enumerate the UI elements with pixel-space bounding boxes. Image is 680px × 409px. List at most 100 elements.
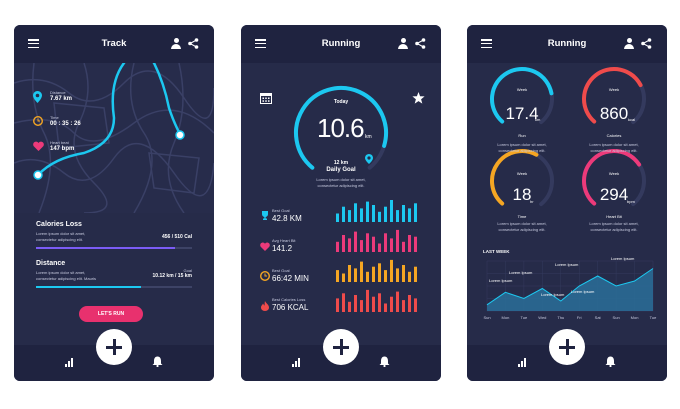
share-icon[interactable] [415, 38, 426, 49]
metric-bar [414, 236, 417, 252]
running-week-screen: Running Week 17.4 km Run Lorem ipsum dol… [467, 25, 667, 381]
metric-bar [390, 259, 393, 282]
clock-icon [260, 271, 270, 281]
flame-icon [261, 301, 269, 311]
gauge-top-label: Week [608, 87, 620, 92]
stat-label: Heart beat [50, 140, 69, 145]
metric-bar [408, 208, 411, 222]
metric-bar [336, 241, 339, 252]
running-screen: Running Today 10.6 km 12 km Daily Goal L… [241, 25, 441, 381]
metric-bar [348, 265, 351, 282]
map-streets [14, 51, 214, 214]
page-title: Running [547, 38, 587, 49]
metric-bar [396, 229, 399, 252]
trophy-icon [262, 211, 268, 220]
metric-bar [360, 261, 363, 282]
chart-line [486, 268, 654, 306]
distance-desc: consectetur adipiscing elit. Mauris [36, 276, 97, 281]
gauge-desc: Lorem ipsum dolor sit amet, [589, 142, 639, 147]
user-icon[interactable] [624, 38, 634, 49]
metric-value: 141.2 [272, 244, 293, 253]
menu-icon[interactable] [255, 39, 266, 49]
metric-bar [414, 203, 417, 222]
plus-icon[interactable] [549, 329, 585, 365]
bell-icon[interactable] [379, 356, 390, 367]
heart-icon [33, 141, 44, 151]
distance-value: 10.12 km / 15 km [152, 273, 192, 279]
gauge-desc: Lorem ipsum dolor sit amet, [497, 142, 547, 147]
metric-bar [378, 293, 381, 312]
route-map[interactable]: Distance 7.67 km Time 00 : 35 : 26 Heart… [14, 51, 214, 214]
gauge-calories-value: 860 [599, 104, 629, 123]
gauge-desc: Lorem ipsum dolor sit amet, [316, 177, 366, 182]
plus-icon[interactable] [323, 329, 359, 365]
stat-label: Distance [50, 90, 66, 95]
menu-icon[interactable] [28, 39, 39, 49]
week-gauges [490, 67, 646, 207]
chart-annotation: Lorem Ipsum [541, 292, 565, 297]
star-icon[interactable] [412, 92, 425, 104]
plus-icon[interactable] [96, 329, 132, 365]
menu-icon[interactable] [481, 39, 492, 49]
bell-icon[interactable] [152, 356, 163, 367]
x-tick-label: Sat [595, 315, 602, 320]
calendar-icon[interactable] [260, 92, 272, 104]
metric-bar [396, 291, 399, 312]
stat-label: Time [50, 115, 59, 120]
running-header: Running [467, 25, 667, 63]
clock-icon [33, 116, 43, 126]
gauge-goal: 12 km [333, 160, 349, 166]
gauge-arc [582, 67, 643, 124]
metric-bar [384, 206, 387, 222]
calories-title: Calories Loss [36, 221, 82, 228]
user-icon[interactable] [171, 38, 181, 49]
calories-desc: consectetur adipiscing elit. [36, 237, 83, 242]
bar-chart-icon[interactable] [292, 358, 301, 367]
route-line [37, 51, 182, 176]
x-tick-label: Wed [538, 315, 546, 320]
metric-bar [396, 210, 399, 222]
distance-progress [36, 286, 192, 288]
gauge-desc: consectetur adipiscing elit. [498, 227, 546, 232]
metric-bar [342, 273, 345, 282]
gauge-unit: km [365, 134, 372, 140]
pin-icon [365, 154, 373, 164]
calories-desc: Lorem ipsum dolor sit amet, [36, 231, 86, 236]
metric-bar [354, 268, 357, 282]
bar-chart-icon[interactable] [65, 358, 74, 367]
metric-bar [378, 263, 381, 282]
metric-bar-charts [336, 200, 417, 312]
page-title: Running [321, 38, 361, 49]
metric-bar [360, 208, 363, 222]
metric-bar [348, 238, 351, 252]
gauge-top-label: Today [333, 99, 349, 105]
chart-annotation: Lorem Ipsum [509, 270, 533, 275]
metric-bar [378, 211, 381, 222]
metric-bar [402, 241, 405, 252]
chart-annotation: Lorem Ipsum [571, 289, 595, 294]
bar-chart-icon[interactable] [518, 358, 527, 367]
metric-bar [366, 233, 369, 252]
gauge-desc: consectetur adipiscing elit. [590, 148, 638, 153]
metric-bar [354, 295, 357, 312]
metric-bar [408, 295, 411, 312]
metric-bar [378, 243, 381, 252]
metric-value: 706 KCAL [272, 303, 309, 312]
x-tick-label: Thu [557, 315, 564, 320]
x-tick-label: Fri [577, 315, 582, 320]
metric-bar [366, 201, 369, 222]
gauge-top-label: Week [608, 171, 620, 176]
chart-area [487, 268, 653, 311]
stat-heart-value: 147 bpm [50, 146, 75, 152]
metric-label: Best Calories Loss [272, 297, 306, 302]
user-icon[interactable] [398, 38, 408, 49]
pin-icon [33, 91, 42, 103]
last-week-chart: Sun Mon Tue Wed Thu Fri Sat Sun Mon Tue Lorem Ipsu… [483, 256, 657, 320]
bell-icon[interactable] [605, 356, 616, 367]
metric-bar [396, 268, 399, 282]
share-icon[interactable] [641, 38, 652, 49]
lets-run-button[interactable]: LET'S RUN [79, 306, 143, 322]
metric-bar [342, 293, 345, 312]
share-icon[interactable] [188, 38, 199, 49]
chart-annotation: Lorem Ipsum [555, 262, 579, 267]
